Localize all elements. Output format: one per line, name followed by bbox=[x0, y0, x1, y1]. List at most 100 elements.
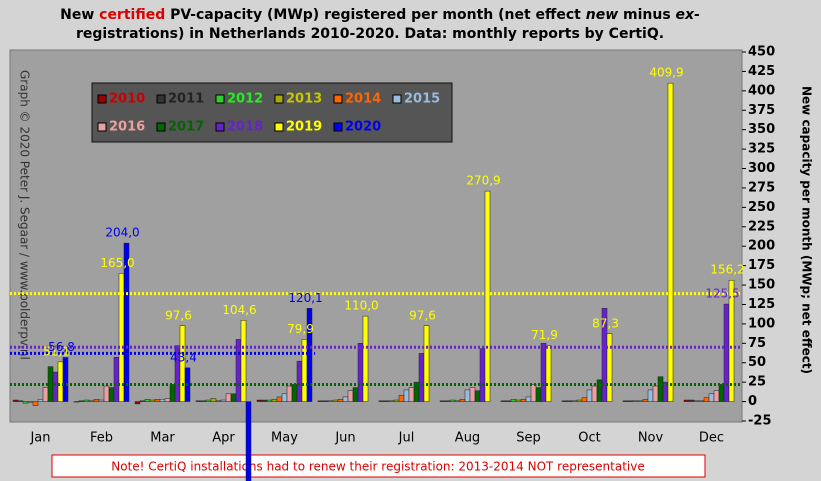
bar bbox=[271, 398, 278, 402]
x-tick-label: Apr bbox=[212, 431, 235, 446]
bar bbox=[647, 389, 654, 402]
bar bbox=[342, 396, 349, 402]
bar bbox=[718, 384, 725, 402]
bar bbox=[296, 360, 303, 402]
legend-label: 2010 bbox=[109, 92, 145, 107]
legend-swatch bbox=[274, 94, 284, 104]
value-label: 71,9 bbox=[531, 328, 558, 342]
bar bbox=[134, 401, 141, 405]
bar bbox=[164, 398, 171, 402]
bar bbox=[352, 387, 359, 402]
bar bbox=[332, 399, 339, 402]
y-tick-label: 0 bbox=[748, 394, 757, 409]
bar bbox=[657, 376, 664, 402]
bar bbox=[27, 401, 34, 403]
legend-label: 2017 bbox=[168, 120, 204, 135]
y-tick-label: 250 bbox=[748, 200, 775, 215]
legend-label: 2014 bbox=[345, 92, 381, 107]
legend-swatch bbox=[97, 94, 107, 104]
bar bbox=[464, 389, 471, 402]
legend-swatch bbox=[333, 94, 343, 104]
y-tick-label: -25 bbox=[748, 414, 772, 429]
bar bbox=[388, 400, 395, 402]
bar bbox=[510, 398, 517, 402]
value-label: 110,0 bbox=[344, 299, 378, 313]
bar bbox=[652, 385, 659, 402]
bar bbox=[622, 400, 629, 402]
bar bbox=[418, 353, 425, 402]
legend bbox=[91, 82, 453, 143]
legend-swatch bbox=[392, 94, 402, 104]
x-tick-label: Nov bbox=[638, 431, 664, 446]
bar bbox=[306, 308, 313, 402]
bar bbox=[17, 400, 24, 402]
y-tick-label: 375 bbox=[748, 103, 775, 118]
title-part: PV-capacity (MWp) registered per month (… bbox=[170, 7, 581, 23]
bar bbox=[154, 398, 161, 402]
bar bbox=[561, 400, 568, 402]
bar bbox=[444, 400, 451, 402]
value-label: 87,3 bbox=[592, 316, 619, 330]
y-tick-label: 150 bbox=[748, 278, 775, 293]
value-label: 270,9 bbox=[466, 174, 500, 188]
legend-label: 2020 bbox=[345, 120, 381, 135]
bar bbox=[530, 384, 537, 402]
x-tick-label: Jan bbox=[29, 431, 50, 446]
bar bbox=[525, 396, 532, 402]
y-tick-label: 400 bbox=[748, 83, 775, 98]
bar bbox=[469, 387, 476, 402]
value-label: 165,0 bbox=[100, 256, 134, 270]
legend-label: 2018 bbox=[227, 120, 263, 135]
bar bbox=[37, 398, 44, 402]
bar bbox=[301, 339, 308, 402]
value-label: 79,9 bbox=[287, 322, 314, 336]
bar bbox=[576, 399, 583, 402]
y-tick-label: 450 bbox=[748, 45, 775, 60]
legend-label: 2019 bbox=[286, 120, 322, 135]
bar bbox=[586, 389, 593, 402]
bar bbox=[83, 399, 90, 402]
x-tick-label: Aug bbox=[455, 431, 480, 446]
bar bbox=[286, 385, 293, 402]
title-part: minus bbox=[623, 7, 671, 23]
bar bbox=[200, 400, 207, 402]
y-tick-label: 225 bbox=[748, 219, 775, 234]
legend-label: 2015 bbox=[404, 92, 440, 107]
bar bbox=[281, 393, 288, 402]
x-tick-label: Oct bbox=[578, 431, 600, 446]
legend-swatch bbox=[215, 94, 225, 104]
bar bbox=[98, 399, 105, 402]
credit: Graph © 2020 Peter J. Segaar / www.polde… bbox=[18, 70, 32, 360]
bar bbox=[515, 399, 522, 402]
bar bbox=[505, 400, 512, 402]
bar bbox=[591, 385, 598, 402]
legend-swatch bbox=[333, 122, 343, 132]
x-tick-label: Mar bbox=[150, 431, 175, 446]
bar bbox=[566, 400, 573, 402]
bar bbox=[683, 399, 690, 402]
x-tick-label: Jun bbox=[334, 431, 355, 446]
bar bbox=[632, 400, 639, 402]
bar bbox=[291, 384, 298, 402]
bar bbox=[383, 400, 390, 402]
bar bbox=[403, 389, 410, 402]
x-tick-label: May bbox=[271, 431, 298, 446]
bar bbox=[322, 400, 329, 402]
value-label: 156,2 bbox=[710, 263, 744, 277]
bar bbox=[235, 339, 242, 402]
x-tick-label: Feb bbox=[90, 431, 113, 446]
title-part: new bbox=[586, 7, 618, 23]
value-label: 56,8 bbox=[48, 340, 75, 354]
chart-title: registrations) in Netherlands 2010-2020.… bbox=[76, 26, 664, 42]
bar bbox=[205, 399, 212, 402]
note: Note! CertiQ installations had to renew … bbox=[111, 460, 644, 474]
bar bbox=[240, 320, 247, 402]
y-tick-label: 125 bbox=[748, 297, 775, 312]
value-label: 43,4 bbox=[170, 350, 197, 364]
value-label: 125,5 bbox=[705, 287, 739, 301]
legend-label: 2016 bbox=[109, 120, 145, 135]
legend-swatch bbox=[156, 122, 166, 132]
bar bbox=[113, 357, 120, 402]
bar bbox=[454, 400, 461, 402]
